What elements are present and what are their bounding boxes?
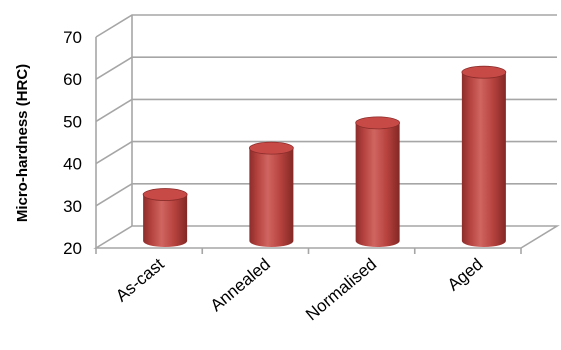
bar-body xyxy=(143,194,188,247)
bar-body xyxy=(249,148,294,247)
y-tick-label: 30 xyxy=(63,197,82,216)
x-category-label: As-cast xyxy=(112,254,168,305)
gridline xyxy=(95,14,557,38)
bars xyxy=(142,65,507,247)
y-tick-label: 20 xyxy=(63,239,82,258)
bar-top xyxy=(248,141,294,155)
bar xyxy=(355,116,401,247)
bar xyxy=(461,65,507,247)
y-axis-ticks: 20 30 40 50 60 70 xyxy=(63,28,82,258)
bar-top xyxy=(355,116,401,130)
y-tick-label: 40 xyxy=(63,155,82,174)
y-axis-title: Micro-hardness (HRC) xyxy=(14,64,31,222)
bar-body xyxy=(461,72,506,247)
x-axis-categories: As-cast Annealed Normalised Aged xyxy=(112,254,486,324)
x-category-label: Annealed xyxy=(207,255,274,316)
x-category-label: Normalised xyxy=(302,255,380,325)
bar xyxy=(248,141,294,247)
chart-frame xyxy=(93,15,560,254)
y-tick-label: 60 xyxy=(63,70,82,89)
bar-top xyxy=(461,65,507,79)
y-tick-label: 70 xyxy=(63,28,82,47)
floor xyxy=(93,225,560,249)
bar-top xyxy=(142,188,188,201)
y-tick-label: 50 xyxy=(63,112,82,131)
x-category-label: Aged xyxy=(444,255,487,295)
bar-body xyxy=(355,122,400,247)
bar xyxy=(142,188,188,247)
